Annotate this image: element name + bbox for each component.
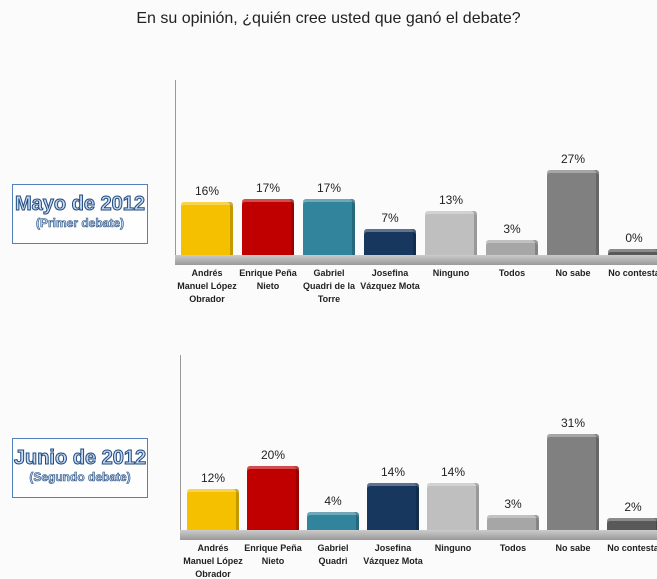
category-label: No sabe xyxy=(555,268,591,278)
bar xyxy=(547,433,599,530)
value-label: 31% xyxy=(560,415,586,430)
value-label: 12% xyxy=(200,471,226,485)
base xyxy=(180,530,657,540)
title: En su opinión, ¿quién cree usted que gan… xyxy=(136,10,521,27)
value-label: 3% xyxy=(504,497,522,512)
category-label: Andrés Manuel López Obrador xyxy=(177,268,237,304)
category-label: Enrique Peña Nieto xyxy=(239,268,297,291)
category-label: Ninguno xyxy=(432,268,470,278)
category-label: Todos xyxy=(499,543,527,553)
bar xyxy=(181,202,233,255)
category-label: Gabriel Quadri de la Torre xyxy=(302,268,355,304)
bar xyxy=(427,483,479,530)
value-label: 7% xyxy=(381,210,399,225)
bar xyxy=(547,170,599,255)
period-label: Mayo de 2012 xyxy=(14,193,146,216)
category-label: No contesta xyxy=(607,543,657,553)
bar xyxy=(364,228,416,255)
bar xyxy=(367,483,419,530)
period-label: Junio de 2012 xyxy=(13,447,147,470)
bar xyxy=(608,249,657,255)
category-label: Andrés Manuel López Obrador xyxy=(183,543,243,579)
value-label: 14% xyxy=(440,465,466,480)
category-label: Enrique Peña Nieto xyxy=(244,543,302,566)
y-axis xyxy=(180,355,181,540)
category-label: Todos xyxy=(498,268,526,278)
category-label: Josefina Vázquez Mota xyxy=(363,543,423,566)
category-label: No contesta xyxy=(608,268,657,278)
bar xyxy=(187,489,239,530)
bar xyxy=(607,518,657,530)
period-sublabel: (Primer debate) xyxy=(35,216,125,231)
bar xyxy=(303,199,355,255)
bar xyxy=(307,512,359,530)
category-label: No sabe xyxy=(555,543,591,553)
category-label: Ninguno xyxy=(434,543,472,553)
value-label: 17% xyxy=(316,181,342,196)
bar xyxy=(487,515,539,530)
value-label: 20% xyxy=(260,447,286,462)
category-label: Josefina Vázquez Mota xyxy=(360,268,420,291)
base xyxy=(175,255,657,265)
bar xyxy=(247,465,299,530)
period-box: Mayo de 2012 (Primer debate) xyxy=(12,184,148,244)
bar xyxy=(242,199,294,255)
value-label: 14% xyxy=(380,465,406,480)
value-label: 3% xyxy=(503,222,521,237)
value-label: 27% xyxy=(560,152,586,167)
bar xyxy=(425,211,477,255)
value-label: 2% xyxy=(624,500,642,515)
value-label: 4% xyxy=(324,494,342,509)
period-box: Junio de 2012 (Segundo debate) xyxy=(12,438,148,498)
value-label: 13% xyxy=(438,193,464,208)
value-label: 17% xyxy=(255,181,281,196)
period-sublabel: (Segundo debate) xyxy=(29,470,131,485)
category-label: Gabriel Quadri xyxy=(317,543,349,566)
y-axis xyxy=(175,80,176,265)
bar xyxy=(486,240,538,255)
value-label: 16% xyxy=(194,184,220,199)
value-label: 0% xyxy=(625,231,643,245)
